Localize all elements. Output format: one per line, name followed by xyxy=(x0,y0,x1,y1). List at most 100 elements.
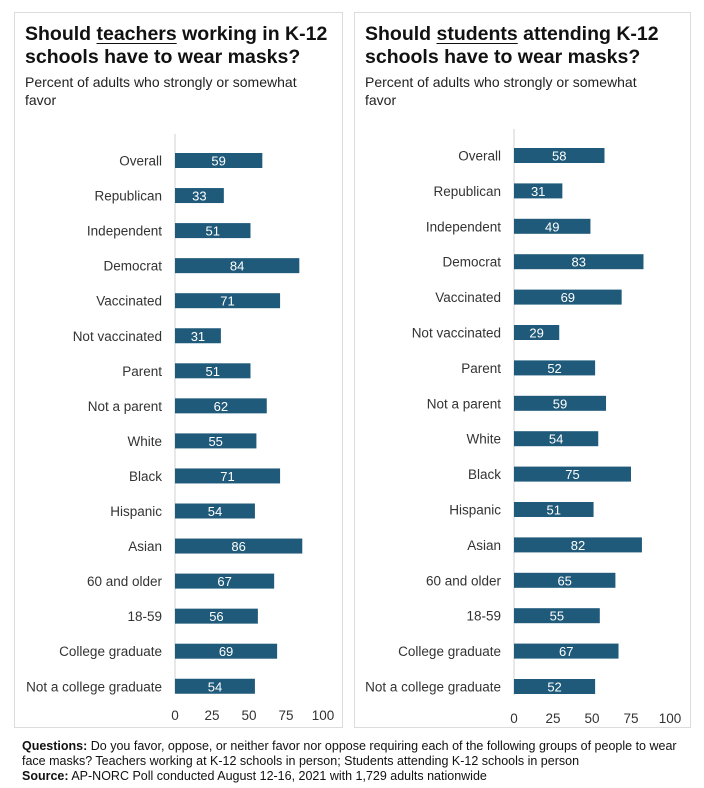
bar xyxy=(514,643,619,659)
bar-value-label: 52 xyxy=(547,361,561,376)
x-tick-label: 100 xyxy=(659,711,682,726)
category-label: Not a parent xyxy=(427,396,502,411)
category-label: Asian xyxy=(128,539,162,554)
bar xyxy=(514,289,622,305)
bar-value-label: 71 xyxy=(220,294,234,309)
category-label: Parent xyxy=(461,361,501,376)
bar xyxy=(175,328,221,344)
bar xyxy=(514,431,599,447)
category-label: Parent xyxy=(122,364,162,379)
category-label: Not a college graduate xyxy=(26,679,162,694)
bar-value-label: 83 xyxy=(572,255,586,270)
category-label: Vaccinated xyxy=(96,294,162,309)
category-label: Not vaccinated xyxy=(73,329,162,344)
bar-value-label: 31 xyxy=(191,329,205,344)
bar-value-label: 59 xyxy=(211,154,225,169)
source-note: Source: AP-NORC Poll conducted August 12… xyxy=(22,769,487,783)
bar xyxy=(514,502,594,517)
bar xyxy=(175,538,303,554)
bar xyxy=(175,503,255,519)
questions-note: Questions: Do you favor, oppose, or neit… xyxy=(22,739,677,768)
bar xyxy=(514,608,600,624)
category-label: Republican xyxy=(94,189,162,204)
bar-value-label: 49 xyxy=(545,219,559,234)
chart-title: Should students attending K-12 schools h… xyxy=(365,23,659,68)
category-label: White xyxy=(127,434,162,449)
bar-value-label: 67 xyxy=(559,644,573,659)
x-tick-label: 50 xyxy=(584,711,599,726)
x-tick-label: 25 xyxy=(204,708,219,723)
bar-value-label: 59 xyxy=(553,396,567,411)
category-label: Democrat xyxy=(442,255,501,270)
x-tick-label: 25 xyxy=(545,711,560,726)
bar xyxy=(175,573,275,589)
bar-value-label: 56 xyxy=(209,609,223,624)
chart-panel-teachers: Should teachers working in K-12 schools … xyxy=(14,12,343,728)
bar-value-label: 65 xyxy=(557,573,571,588)
bar xyxy=(175,608,258,624)
category-label: Republican xyxy=(433,184,501,199)
bar-value-label: 31 xyxy=(531,184,545,199)
bar-value-label: 52 xyxy=(547,680,561,695)
bar-value-label: 51 xyxy=(206,224,220,239)
bar-value-label: 33 xyxy=(192,189,206,204)
category-label: College graduate xyxy=(59,644,162,659)
bar-value-label: 71 xyxy=(220,469,234,484)
bar xyxy=(175,398,267,414)
category-label: Hispanic xyxy=(110,504,162,519)
title-emphasis: teachers xyxy=(96,23,177,45)
category-label: Independent xyxy=(87,224,162,239)
bar xyxy=(175,223,251,239)
bar xyxy=(514,466,631,482)
category-label: Not a college graduate xyxy=(365,680,501,695)
bar-value-label: 75 xyxy=(565,467,579,482)
bar xyxy=(514,254,644,270)
bar xyxy=(514,183,563,199)
bar-value-label: 69 xyxy=(219,644,233,659)
category-label: Democrat xyxy=(103,259,162,274)
bar xyxy=(514,395,607,411)
bar-value-label: 58 xyxy=(552,149,566,164)
bar-value-label: 51 xyxy=(547,503,561,518)
category-label: 60 and older xyxy=(426,573,502,588)
bar-chart-teachers: Overall 59 Republican 33 Independent 51 Democr… xyxy=(26,134,334,723)
chart-subtitle: Percent of adults who strongly or somewh… xyxy=(25,74,297,108)
bar-value-label: 54 xyxy=(208,504,222,519)
x-tick-label: 75 xyxy=(278,708,293,723)
bar-value-label: 54 xyxy=(549,432,563,447)
bar-value-label: 69 xyxy=(561,290,575,305)
category-label: Black xyxy=(129,469,162,484)
bar xyxy=(514,360,596,376)
category-label: Not vaccinated xyxy=(412,326,501,341)
bar xyxy=(514,572,616,588)
bar xyxy=(175,153,263,168)
bar-value-label: 86 xyxy=(231,539,245,554)
category-label: 18-59 xyxy=(466,609,501,624)
category-label: Asian xyxy=(467,538,501,553)
x-tick-label: 0 xyxy=(510,711,518,726)
category-label: Vaccinated xyxy=(435,290,501,305)
bar xyxy=(514,218,591,234)
bar xyxy=(514,679,596,694)
bar xyxy=(514,537,642,553)
bar-value-label: 82 xyxy=(571,538,585,553)
bar xyxy=(175,363,251,379)
x-tick-label: 75 xyxy=(623,711,638,726)
chart-title: Should teachers working in K-12 schools … xyxy=(25,23,328,68)
bar xyxy=(175,258,300,274)
bar-value-label: 67 xyxy=(217,574,231,589)
bar-value-label: 54 xyxy=(208,679,222,694)
category-label: Not a parent xyxy=(88,399,163,414)
bar xyxy=(514,148,605,163)
bar xyxy=(175,678,255,694)
category-label: White xyxy=(466,432,501,447)
category-label: Overall xyxy=(458,149,501,164)
category-label: 18-59 xyxy=(127,609,162,624)
category-label: College graduate xyxy=(398,644,501,659)
category-label: Hispanic xyxy=(449,503,501,518)
bar-value-label: 51 xyxy=(206,364,220,379)
category-label: Independent xyxy=(426,219,501,234)
title-emphasis: students xyxy=(436,23,518,45)
chart-panel-students: Should students attending K-12 schools h… xyxy=(354,12,691,728)
bar xyxy=(175,293,281,309)
